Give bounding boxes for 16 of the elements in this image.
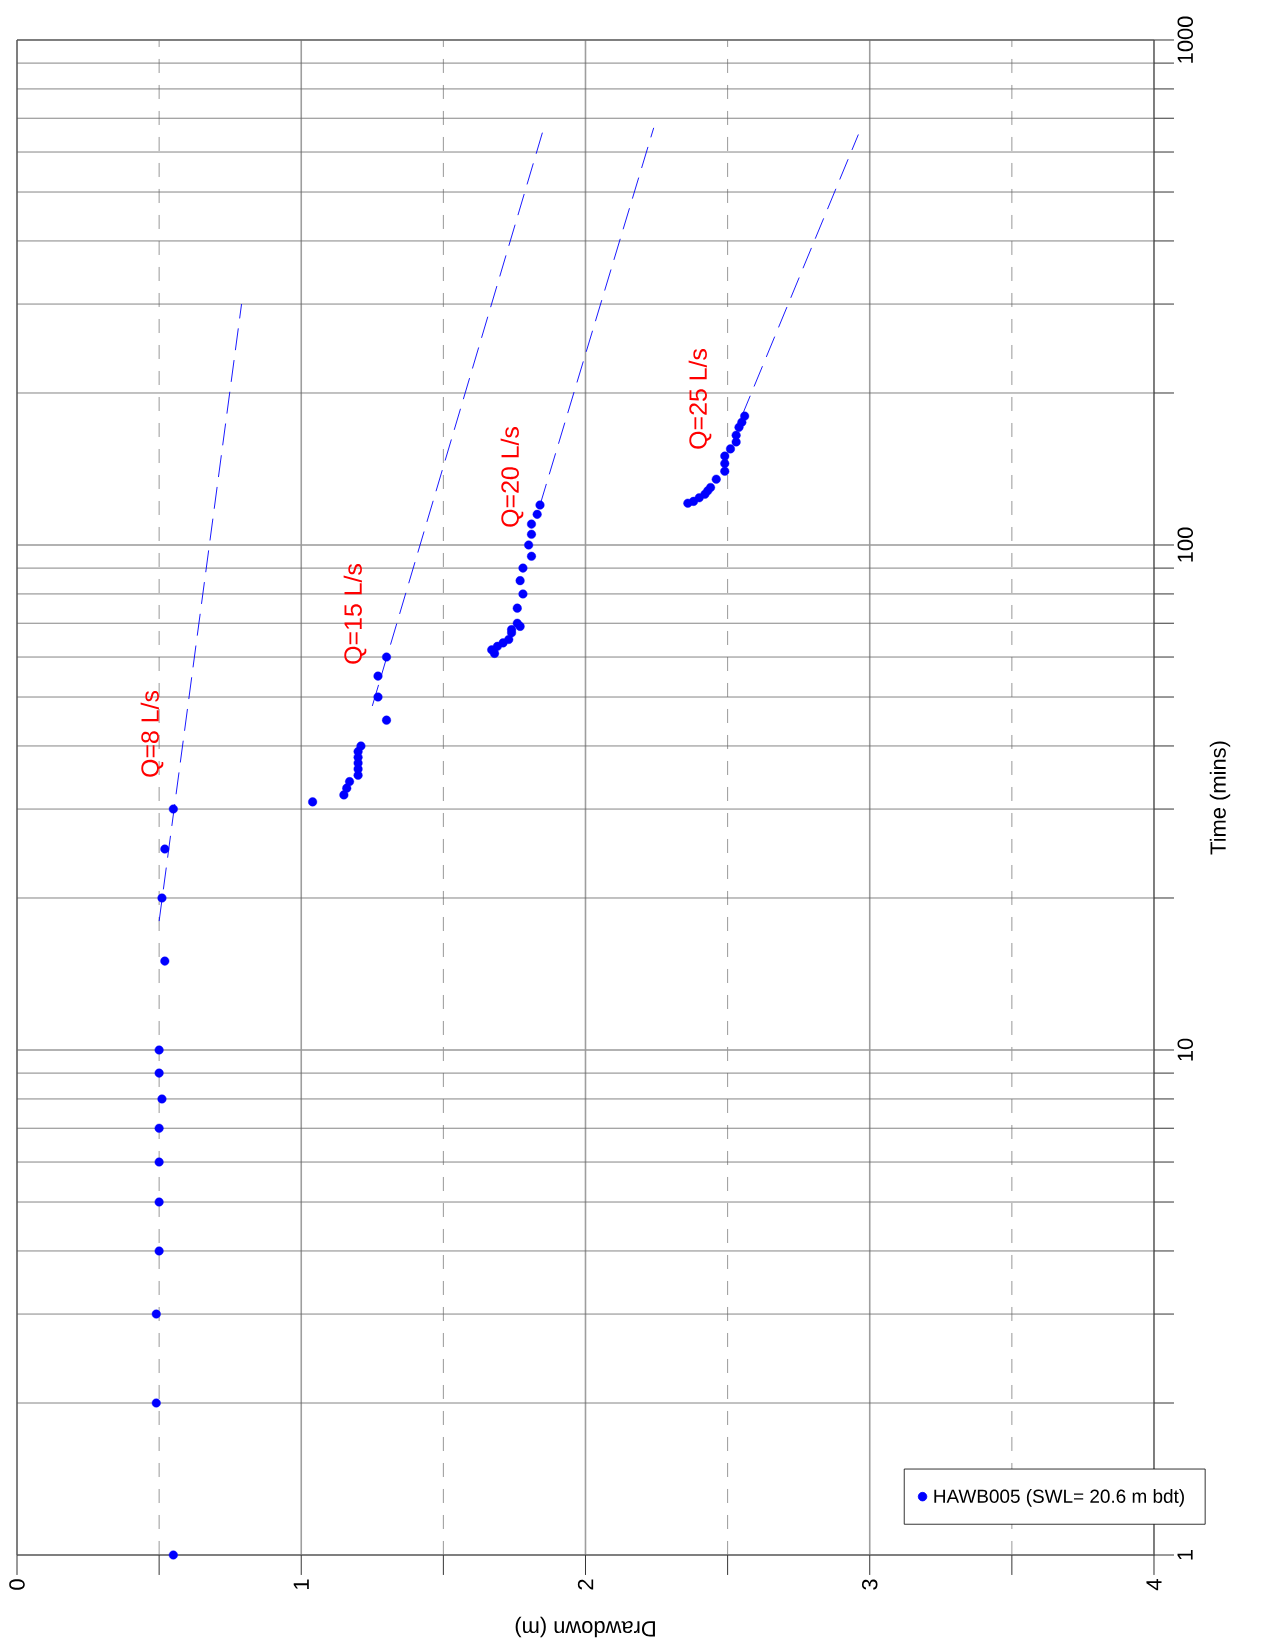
y-tick-label: 10 bbox=[1177, 1038, 1194, 1061]
x-tick-label: 0 bbox=[9, 1579, 25, 1590]
x-tick-label: 2 bbox=[577, 1579, 594, 1590]
x-tick-label: 1 bbox=[293, 1579, 309, 1589]
x-axis-title: Drawdown (m) bbox=[515, 1616, 655, 1638]
legend-label: HAWB005 (SWL= 20.6 m bdt) bbox=[934, 1489, 1184, 1507]
x-tick-label: 4 bbox=[1146, 1579, 1162, 1591]
annotation: Q=25 L/s bbox=[688, 349, 712, 449]
y-tick-label: 100 bbox=[1177, 527, 1194, 562]
y-axis-title: Time (mins) bbox=[1209, 741, 1231, 855]
x-tick-label: 3 bbox=[861, 1579, 878, 1590]
annotation: Q=20 L/s bbox=[500, 427, 524, 527]
annotation: Q=8 L/s bbox=[140, 690, 164, 777]
annotation: Q=15 L/s bbox=[343, 564, 367, 664]
y-tick-label: 1000 bbox=[1177, 16, 1194, 63]
y-tick-label: 1 bbox=[1177, 1549, 1193, 1560]
